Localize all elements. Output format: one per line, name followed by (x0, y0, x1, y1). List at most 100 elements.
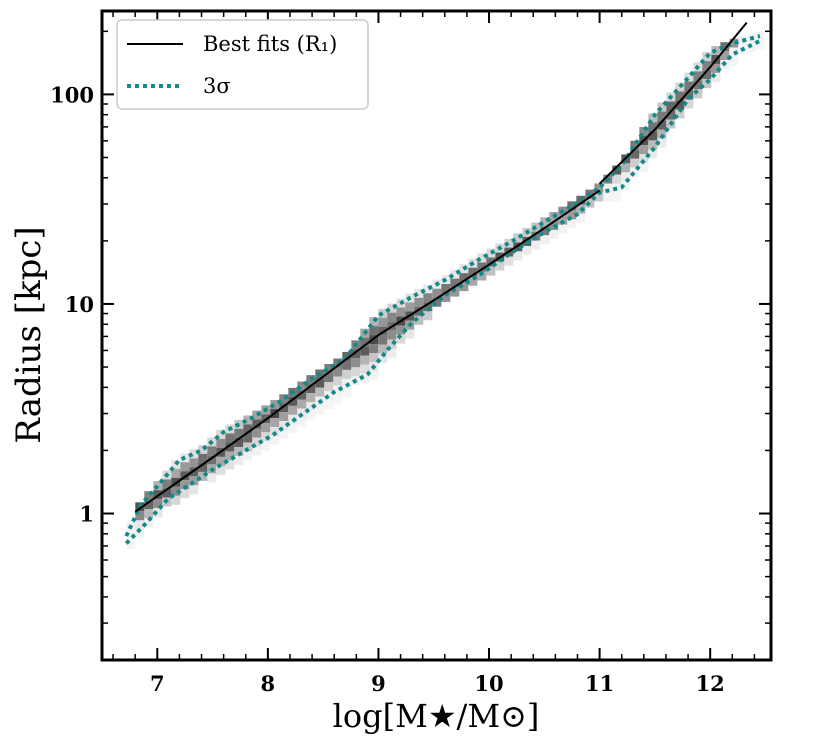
density-cell (567, 210, 577, 220)
density-cell (288, 396, 298, 406)
density-cell (540, 235, 550, 245)
density-cell (594, 192, 604, 202)
density-cell (513, 233, 523, 243)
density-cell (333, 394, 343, 404)
density-cell (297, 408, 307, 418)
density-cell (144, 491, 154, 501)
density-cell (450, 287, 460, 297)
density-cell (225, 442, 235, 452)
density-cell (333, 385, 343, 395)
density-cell (414, 288, 424, 298)
density-cell (396, 307, 406, 317)
density-cell (657, 102, 667, 112)
density-cell (369, 326, 379, 336)
density-cell (315, 387, 325, 397)
density-cell (126, 530, 136, 540)
density-cell (630, 158, 640, 168)
density-cell (603, 192, 613, 202)
density-cell (477, 271, 487, 281)
density-cell (387, 330, 397, 340)
density-cell (450, 269, 460, 279)
density-cell (576, 213, 586, 223)
density-cell (297, 381, 307, 391)
density-cell (387, 312, 397, 322)
density-cell (279, 430, 289, 440)
density-cell (702, 70, 712, 80)
density-cell (675, 91, 685, 101)
density-cell (360, 337, 370, 347)
density-cell (207, 473, 217, 483)
density-cell (693, 80, 703, 90)
density-cell (225, 451, 235, 461)
density-cell (684, 81, 694, 91)
sigma-contours (124, 34, 761, 545)
density-cell (387, 339, 397, 349)
density-cell (693, 71, 703, 81)
density-cell (198, 453, 208, 463)
density-cell (423, 284, 433, 294)
density-cell (162, 479, 172, 489)
density-cell (135, 511, 145, 521)
density-cell (216, 438, 226, 448)
density-cell (612, 192, 622, 202)
density-cell (297, 399, 307, 409)
density-cell (450, 278, 460, 288)
density-cell (720, 51, 730, 61)
density-cell (189, 485, 199, 495)
density-cell (279, 412, 289, 422)
density-cell (144, 500, 154, 510)
y-tick-labels: 1 10 100 (50, 82, 94, 526)
density-cell (684, 72, 694, 82)
density-cell (711, 63, 721, 73)
density-cell (666, 101, 676, 111)
density-cell (270, 418, 280, 428)
density-cell (648, 131, 658, 141)
density-cell (207, 446, 217, 456)
density-cell (270, 400, 280, 410)
density-cell (378, 308, 388, 318)
density-cell (252, 437, 262, 447)
density-cell (396, 334, 406, 344)
density-cell (423, 293, 433, 303)
density-cell (360, 355, 370, 365)
density-cell (288, 423, 298, 433)
density-cell (180, 462, 190, 472)
density-cell (252, 428, 262, 438)
density-cell (180, 489, 190, 499)
density-cell (648, 122, 658, 132)
density-cell (351, 349, 361, 359)
density-cell (594, 183, 604, 193)
density-cell (621, 172, 631, 182)
density-cell (252, 446, 262, 456)
density-cell (540, 217, 550, 227)
density-cell (441, 284, 451, 294)
density-cell (243, 424, 253, 434)
density-cell (522, 246, 532, 256)
density-cell (342, 369, 352, 379)
density-cell (180, 480, 190, 490)
density-cell (612, 174, 622, 184)
density-cell (387, 348, 397, 358)
density-cell (324, 363, 334, 373)
density-cell (468, 267, 478, 277)
legend-label-sigma: 3σ (203, 74, 231, 98)
density-cell (477, 262, 487, 272)
density-cell (153, 499, 163, 509)
density-cell (234, 428, 244, 438)
density-cell (675, 100, 685, 110)
density-cell (477, 253, 487, 263)
density-cell (639, 163, 649, 173)
density-cell (360, 373, 370, 383)
density-cell (153, 481, 163, 491)
density-cell (702, 79, 712, 89)
density-cell (198, 471, 208, 481)
density-cell (657, 111, 667, 121)
density-cell (729, 38, 739, 48)
density-cell (531, 240, 541, 250)
density-cell (243, 415, 253, 425)
density-cell (648, 140, 658, 150)
density-cell (369, 353, 379, 363)
density-cell (432, 288, 442, 298)
density-cell (252, 410, 262, 420)
best-fit-line-high-mass (598, 21, 748, 185)
